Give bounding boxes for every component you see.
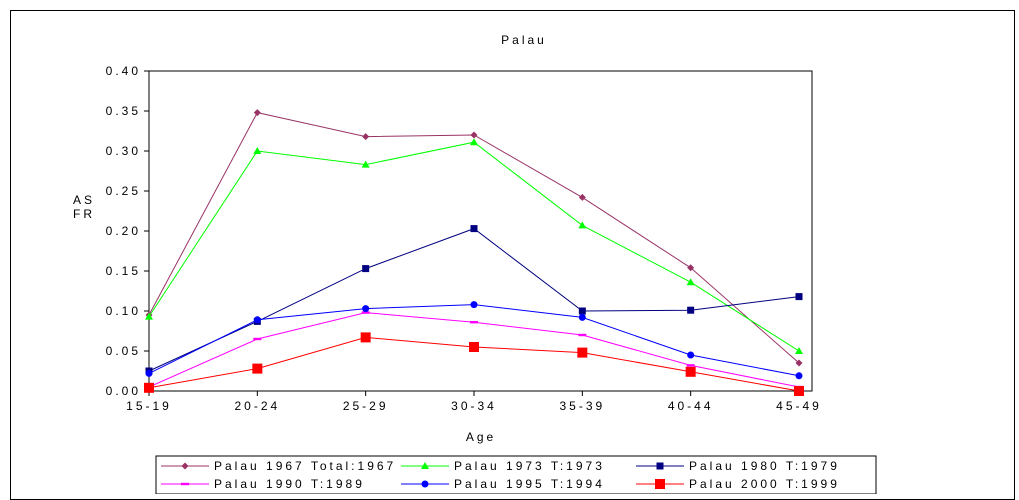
data-point (470, 131, 478, 139)
plot-area (148, 70, 813, 392)
x-axis-label: Age (466, 430, 496, 444)
legend-label: Palau 1980 T:1979 (689, 459, 840, 473)
legend-entry: Palau 1973 T:1973 (401, 459, 605, 473)
data-point (578, 221, 587, 229)
data-point (253, 316, 261, 324)
data-point (470, 301, 478, 309)
data-point (686, 364, 695, 367)
y-axis: 0.00 0.05 0.10 0.15 0.20 0.25 0.30 0.35 0.40 (106, 64, 149, 398)
legend-entry: Palau 1990 T:1989 (161, 477, 365, 491)
data-point (145, 312, 153, 320)
legend-marker (421, 480, 429, 488)
series-2 (145, 138, 803, 354)
data-point (470, 225, 478, 233)
x-tick-label: 25-29 (343, 399, 389, 413)
y-tick-label: 0.20 (106, 224, 141, 238)
x-tick-label: 45-49 (776, 399, 822, 413)
data-point (578, 333, 587, 337)
legend-marker (656, 462, 664, 470)
data-point (145, 369, 153, 377)
data-point (578, 307, 586, 315)
y-tick-label: 0.05 (106, 344, 141, 358)
chart-title: Palau (501, 33, 547, 47)
legend-entry: Palau 1980 T:1979 (636, 459, 840, 473)
data-point (144, 382, 154, 393)
data-point (795, 372, 803, 380)
chart-frame: Palau AS FR Age 0.00 0.05 0.10 0.15 0.20 0.25… (10, 10, 1015, 500)
legend-entry: Palau 1995 T:1994 (401, 477, 605, 491)
data-point (470, 138, 478, 146)
x-tick-label: 15-19 (126, 399, 172, 413)
data-point (360, 332, 371, 343)
legend-marker (655, 479, 665, 489)
y-axis-label-line2: FR (73, 207, 95, 221)
y-tick-label: 0.25 (106, 184, 141, 198)
data-point (253, 109, 261, 117)
line-chart: Palau AS FR Age 0.00 0.05 0.10 0.15 0.20 0.25… (73, 33, 877, 494)
legend-box (155, 455, 877, 494)
x-tick-label: 35-39 (559, 399, 605, 413)
legend-label: Palau 2000 T:1999 (689, 477, 840, 491)
legend-entry: Palau 2000 T:1999 (636, 477, 840, 491)
y-tick-label: 0.15 (106, 264, 141, 278)
data-point (794, 386, 804, 396)
series-group (144, 109, 804, 396)
y-tick-label: 0.00 (106, 384, 141, 398)
legend: Palau 1967 Total:1967 Palau 1973 T:1973 Pa… (161, 459, 840, 491)
data-point (361, 160, 370, 168)
data-point (687, 306, 695, 314)
series-6 (144, 332, 804, 396)
x-axis: 15-19 20-24 25-29 30-34 35-39 40-44 45-49 (126, 391, 822, 413)
x-tick-label: 20-24 (234, 399, 280, 413)
legend-label: Palau 1967 Total:1967 (214, 459, 396, 473)
legend-marker (181, 482, 189, 486)
data-point (795, 359, 803, 367)
data-point (686, 278, 695, 286)
data-point (253, 337, 262, 341)
legend-label: Palau 1973 T:1973 (454, 459, 605, 473)
y-tick-label: 0.30 (106, 144, 141, 158)
legend-label: Palau 1995 T:1994 (454, 477, 605, 491)
y-tick-label: 0.10 (106, 304, 141, 318)
legend-entry: Palau 1967 Total:1967 (161, 459, 396, 473)
x-tick-label: 30-34 (451, 399, 497, 413)
y-tick-label: 0.40 (106, 64, 141, 78)
legend-marker (421, 462, 429, 469)
series-5 (145, 301, 803, 380)
legend-marker (181, 462, 189, 470)
data-point (362, 305, 370, 313)
data-point (578, 193, 586, 201)
data-point (795, 347, 803, 354)
data-point (361, 311, 370, 314)
y-axis-label-line1: AS (73, 193, 95, 207)
data-point (253, 147, 262, 154)
data-point (578, 313, 586, 321)
data-point (252, 363, 263, 374)
data-point (469, 342, 479, 352)
legend-label: Palau 1990 T:1989 (214, 477, 365, 491)
data-point (362, 265, 370, 273)
data-point (795, 293, 803, 301)
data-point (685, 366, 696, 377)
data-point (687, 264, 695, 272)
data-point (687, 351, 695, 359)
data-point (470, 321, 478, 324)
data-point (577, 347, 588, 358)
data-point (362, 133, 370, 141)
y-tick-label: 0.35 (106, 104, 141, 118)
x-tick-label: 40-44 (668, 399, 714, 413)
